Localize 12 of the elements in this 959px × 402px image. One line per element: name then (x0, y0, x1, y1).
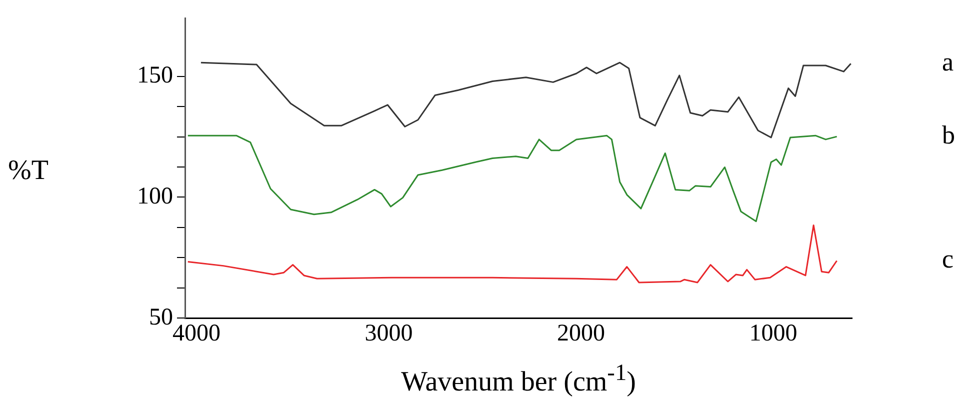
y-axis-title: %T (8, 155, 48, 187)
text: b (942, 120, 955, 150)
x-tick-label: 4000 (172, 320, 221, 347)
text: a (942, 47, 954, 76)
x-axis-title: Wavenum ber (cm$^{-1}$) (400, 360, 637, 398)
x-tick-label: 3000 (364, 320, 413, 347)
x-tick-label: 1000 (749, 320, 798, 347)
x-tick-label: 2000 (556, 320, 605, 347)
text: c (942, 244, 954, 274)
y-tick-label: 100 (137, 183, 173, 210)
y-tick-label: 50 (149, 304, 173, 330)
y-tick-label: 150 (137, 62, 173, 89)
